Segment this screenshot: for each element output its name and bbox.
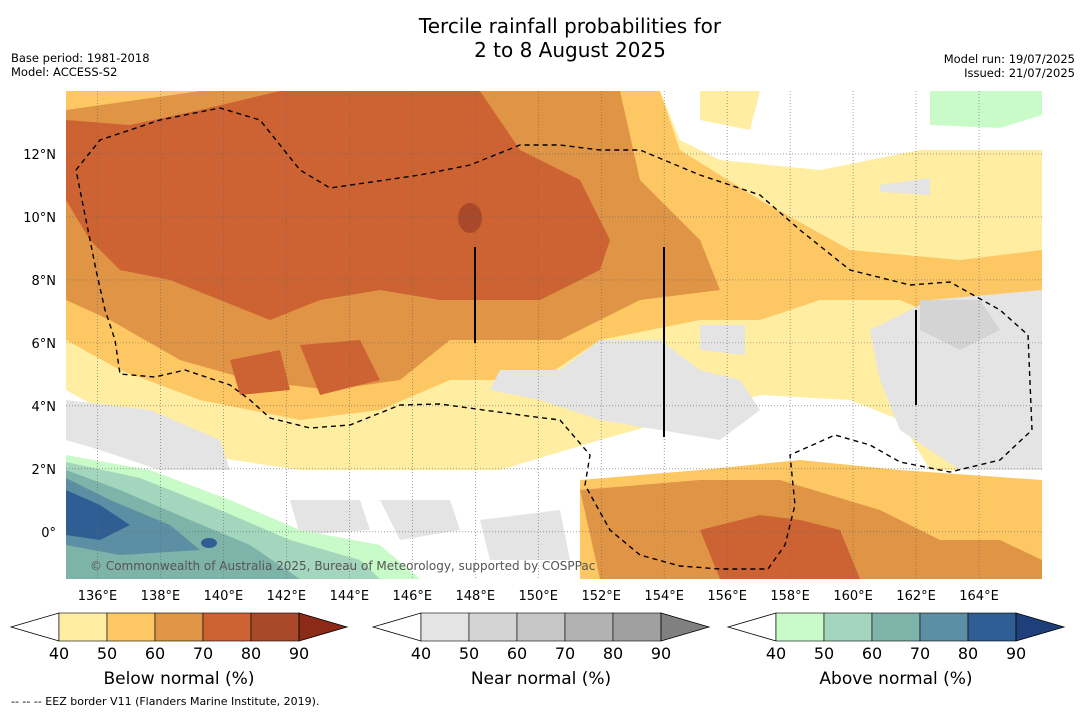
colorbar-segment bbox=[250, 612, 300, 642]
lon-tick-label: 140°E bbox=[204, 589, 244, 604]
colorbar-max-arrow bbox=[1015, 612, 1066, 642]
colorbar-min-arrow bbox=[371, 612, 422, 642]
model-name: Model: ACCESS-S2 bbox=[11, 65, 118, 79]
colorbar-segment bbox=[58, 612, 108, 642]
lat-tick-label: 6°N bbox=[32, 337, 57, 352]
lon-tick-label: 164°E bbox=[959, 589, 999, 604]
lon-tick-label: 154°E bbox=[644, 589, 684, 604]
colorbar-segment bbox=[468, 612, 518, 642]
issued-date: Issued: 21/07/2025 bbox=[964, 66, 1075, 80]
lon-tick-label: 160°E bbox=[833, 589, 873, 604]
title-line-2: 2 to 8 August 2025 bbox=[474, 38, 666, 62]
colorbar-tick: 40 bbox=[766, 644, 786, 663]
colorbar-tick: 60 bbox=[145, 644, 165, 663]
model-info: Base period: 1981-2018 Model: ACCESS-S2 bbox=[11, 51, 150, 79]
colorbar-tick: 50 bbox=[814, 644, 834, 663]
lon-tick-label: 152°E bbox=[581, 589, 621, 604]
eez-border bbox=[75, 107, 1033, 570]
colorbar-segment bbox=[420, 612, 470, 642]
lon-tick-label: 148°E bbox=[456, 589, 496, 604]
colorbar-segment bbox=[871, 612, 921, 642]
colorbar-segment bbox=[106, 612, 156, 642]
colorbar-segment bbox=[919, 612, 969, 642]
lon-tick-label: 144°E bbox=[330, 589, 370, 604]
colorbar-tick: 50 bbox=[459, 644, 479, 663]
colorbars: 40 50 60 70 80 90 Below normal (%) 40 50 60 70 80 90… bbox=[9, 612, 1066, 689]
colorbar-segment bbox=[775, 612, 825, 642]
colorbar-label: Below normal (%) bbox=[104, 669, 255, 689]
lat-tick-label: 10°N bbox=[23, 211, 56, 226]
colorbar-label: Above normal (%) bbox=[819, 669, 972, 689]
lat-tick-label: 2°N bbox=[32, 463, 57, 478]
lon-tick-label: 162°E bbox=[896, 589, 936, 604]
axis-labels: 136°E 138°E 140°E 142°E 144°E 146°E 148°E 150°E… bbox=[23, 148, 999, 604]
colorbar-tick: 80 bbox=[241, 644, 261, 663]
colorbar-segment bbox=[154, 612, 204, 642]
eez-footnote: -- -- -- EEZ border V11 (Flanders Marine… bbox=[11, 695, 320, 708]
colorbar-tick: 70 bbox=[910, 644, 930, 663]
colorbar-segment bbox=[612, 612, 662, 642]
colorbar-tick: 40 bbox=[411, 644, 431, 663]
colorbar-tick: 60 bbox=[507, 644, 527, 663]
colorbar-tick: 70 bbox=[555, 644, 575, 663]
colorbar-segment bbox=[564, 612, 614, 642]
lat-tick-label: 0° bbox=[41, 526, 56, 541]
run-info: Model run: 19/07/2025 Issued: 21/07/2025 bbox=[944, 52, 1075, 80]
lon-tick-label: 146°E bbox=[393, 589, 433, 604]
colorbar-label: Near normal (%) bbox=[471, 669, 611, 689]
graticule bbox=[66, 91, 1042, 579]
colorbar-tick: 40 bbox=[49, 644, 69, 663]
lon-tick-label: 150°E bbox=[518, 589, 558, 604]
colorbar-segment bbox=[823, 612, 873, 642]
lon-tick-label: 142°E bbox=[267, 589, 307, 604]
lon-tick-label: 156°E bbox=[707, 589, 747, 604]
colorbar-tick: 90 bbox=[289, 644, 309, 663]
colorbar-segment bbox=[202, 612, 252, 642]
colorbar-2: 40 50 60 70 80 90 Near normal (%) bbox=[371, 612, 711, 689]
colorbar-segment bbox=[516, 612, 566, 642]
lon-tick-label: 138°E bbox=[141, 589, 181, 604]
lon-tick-label: 158°E bbox=[770, 589, 810, 604]
probability-field bbox=[66, 91, 1042, 579]
base-period: Base period: 1981-2018 bbox=[11, 51, 150, 65]
colorbar-tick: 80 bbox=[958, 644, 978, 663]
title-line-1: Tercile rainfall probabilities for bbox=[418, 14, 722, 38]
colorbar-tick: 60 bbox=[862, 644, 882, 663]
colorbar-3: 40 50 60 70 80 90 Above normal (%) bbox=[726, 612, 1066, 689]
colorbar-min-arrow bbox=[726, 612, 777, 642]
colorbar-max-arrow bbox=[298, 612, 349, 642]
lon-tick-label: 136°E bbox=[78, 589, 118, 604]
lat-tick-label: 12°N bbox=[23, 148, 56, 163]
lat-tick-label: 8°N bbox=[32, 274, 57, 289]
colorbar-tick: 90 bbox=[651, 644, 671, 663]
colorbar-1: 40 50 60 70 80 90 Below normal (%) bbox=[9, 612, 349, 689]
colorbar-tick: 80 bbox=[603, 644, 623, 663]
colorbar-tick: 50 bbox=[97, 644, 117, 663]
lat-tick-label: 4°N bbox=[32, 400, 57, 415]
copyright-notice: © Commonwealth of Australia 2025, Bureau… bbox=[90, 559, 595, 573]
colorbar-segment bbox=[967, 612, 1017, 642]
colorbar-tick: 70 bbox=[193, 644, 213, 663]
colorbar-min-arrow bbox=[9, 612, 60, 642]
colorbar-tick: 90 bbox=[1006, 644, 1026, 663]
map-title: Tercile rainfall probabilities for 2 to … bbox=[0, 14, 1085, 62]
model-run: Model run: 19/07/2025 bbox=[943, 52, 1075, 66]
colorbar-max-arrow bbox=[660, 612, 711, 642]
